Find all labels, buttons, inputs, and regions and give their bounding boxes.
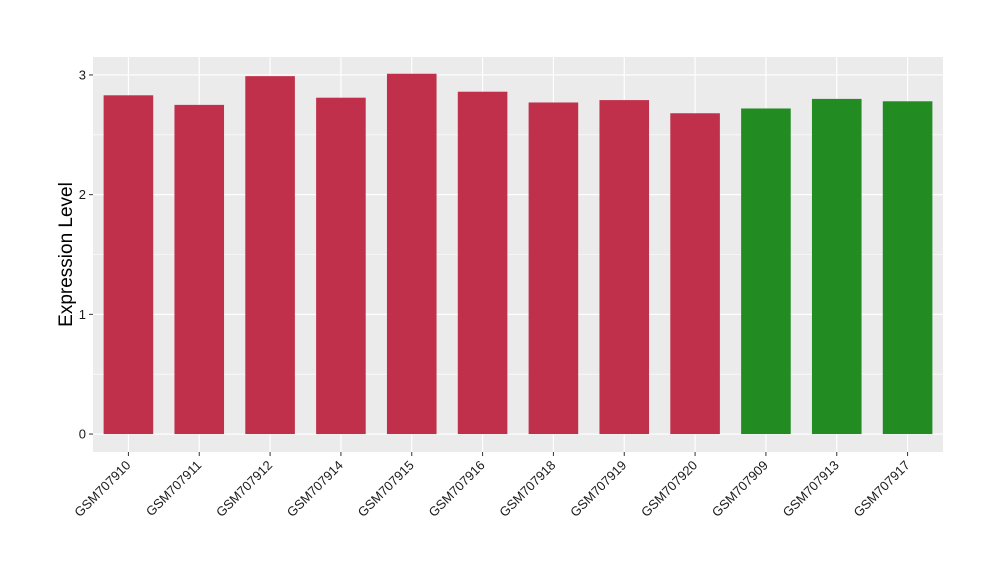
bar [174, 104, 225, 435]
y-tick-label: 2 [79, 187, 86, 202]
y-tick-label: 1 [79, 307, 86, 322]
bar [528, 102, 579, 435]
x-tick-label: GSM707909 [709, 458, 771, 520]
bar [457, 91, 508, 435]
bar [882, 101, 933, 435]
x-tick-label: GSM707915 [355, 458, 417, 520]
x-axis: GSM707910 GSM707911 GSM707912 GSM707914 GSM7… [71, 452, 913, 520]
x-tick-label: GSM707920 [638, 458, 700, 520]
bars [103, 73, 933, 435]
bar [811, 98, 862, 435]
bar [670, 113, 720, 435]
x-tick-label: GSM707913 [780, 458, 842, 520]
minor-gridlines [93, 134, 943, 375]
bar [599, 100, 650, 435]
bar [245, 76, 295, 435]
x-tick-label: GSM707910 [71, 458, 133, 520]
bar [741, 108, 791, 435]
y-tick-label: 3 [79, 67, 86, 82]
x-tick-label: GSM707914 [284, 458, 346, 520]
x-tick-label: GSM707911 [143, 458, 205, 520]
x-tick-label: GSM707917 [850, 458, 912, 520]
x-tick-label: GSM707916 [425, 458, 487, 520]
x-tick-label: GSM707919 [567, 458, 629, 520]
bar [103, 95, 154, 435]
x-tick-label: GSM707918 [496, 458, 558, 520]
x-tick-label: GSM707912 [213, 458, 275, 520]
y-axis: 0 1 2 3 [79, 67, 93, 442]
y-tick-label: 0 [79, 427, 86, 442]
bar [316, 97, 366, 435]
y-axis-title: Expression Level [56, 182, 77, 327]
bar [386, 73, 437, 435]
